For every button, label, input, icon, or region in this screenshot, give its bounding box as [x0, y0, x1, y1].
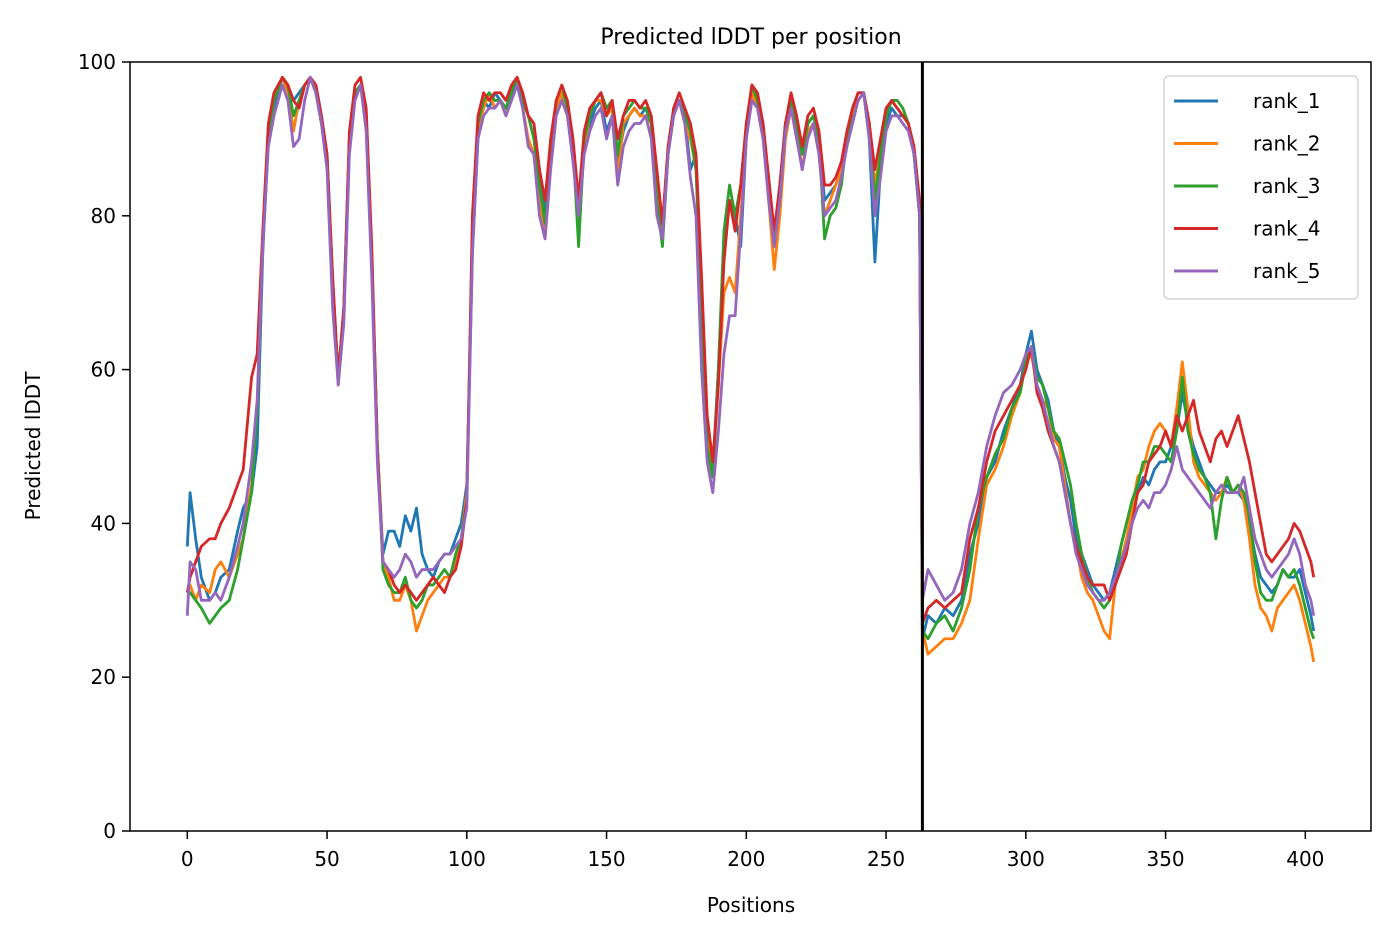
x-tick-label: 50 — [314, 847, 339, 871]
legend-label-rank_2: rank_2 — [1253, 132, 1320, 156]
y-axis: 0 20 40 60 80 100 — [78, 50, 130, 843]
x-tick-label: 250 — [867, 847, 905, 871]
x-tick-label: 0 — [181, 847, 194, 871]
legend: rank_1 rank_2 rank_3 rank_4 rank_5 — [1163, 75, 1359, 300]
series-line-rank_5 — [185, 75, 1316, 616]
x-tick-label: 350 — [1146, 847, 1184, 871]
legend-label-rank_4: rank_4 — [1253, 217, 1320, 241]
y-tick-label: 20 — [91, 665, 116, 689]
legend-box — [1163, 75, 1359, 300]
y-tick-label: 40 — [91, 511, 116, 535]
y-tick-label: 100 — [78, 50, 116, 74]
legend-label-rank_5: rank_5 — [1253, 259, 1320, 283]
x-axis: 0 50 100 150 200 250 300 350 400 — [181, 831, 1324, 871]
legend-label-rank_3: rank_3 — [1253, 174, 1320, 198]
x-tick-label: 300 — [1007, 847, 1045, 871]
x-tick-label: 100 — [448, 847, 486, 871]
x-axis-label: Positions — [707, 893, 795, 917]
x-tick-label: 150 — [587, 847, 625, 871]
y-tick-label: 80 — [91, 204, 116, 228]
legend-label-rank_1: rank_1 — [1253, 89, 1320, 113]
y-axis-label: Predicted lDDT — [21, 371, 45, 521]
y-tick-label: 0 — [103, 819, 116, 843]
x-tick-label: 200 — [727, 847, 765, 871]
series-lines — [185, 75, 1316, 663]
chart-title: Predicted lDDT per position — [600, 25, 901, 50]
plot-area-frame — [129, 61, 1372, 832]
y-tick-label: 60 — [91, 358, 116, 382]
legend-items: rank_1 rank_2 rank_3 rank_4 rank_5 — [1174, 89, 1320, 283]
x-tick-label: 400 — [1286, 847, 1324, 871]
